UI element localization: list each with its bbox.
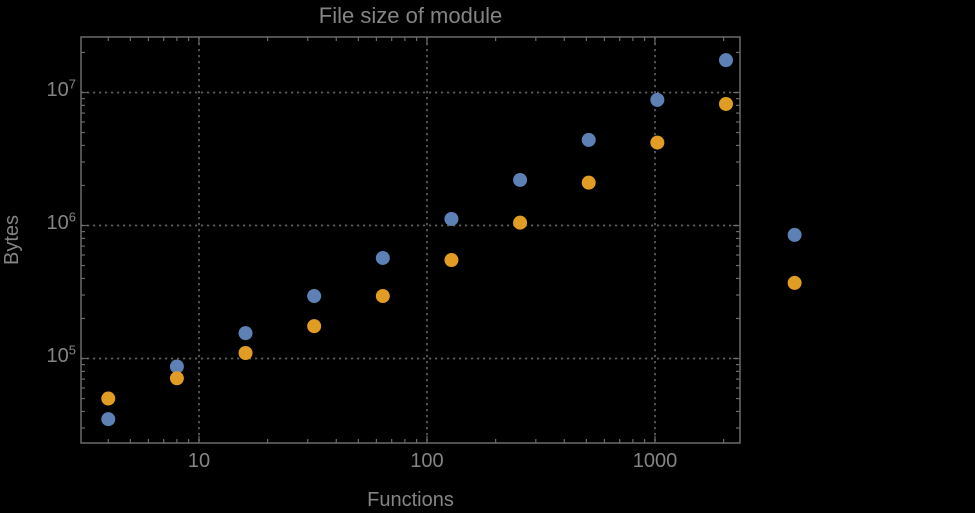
data-point-orange — [787, 275, 802, 290]
data-point-blue — [650, 92, 665, 107]
plot-frame — [80, 36, 741, 444]
data-point-blue — [581, 132, 596, 147]
x-tick-label: 1000 — [632, 450, 678, 472]
data-point-orange — [169, 371, 184, 386]
data-point-orange — [650, 135, 665, 150]
data-point-orange — [101, 391, 116, 406]
data-point-blue — [444, 211, 459, 226]
y-tick-label: 106 — [46, 208, 76, 234]
data-point-orange — [513, 215, 528, 230]
data-point-orange — [718, 96, 733, 111]
data-point-orange — [444, 253, 459, 268]
x-tick-label: 10 — [187, 450, 211, 472]
data-point-orange — [375, 289, 390, 304]
data-point-blue — [718, 53, 733, 68]
data-point-orange — [307, 319, 322, 334]
data-point-orange — [581, 175, 596, 190]
x-tick-label: 100 — [410, 450, 444, 472]
data-point-blue — [307, 289, 322, 304]
data-point-blue — [375, 250, 390, 265]
y-axis-label: Bytes — [1, 214, 23, 266]
x-axis-label: Functions — [367, 489, 454, 511]
data-point-blue — [513, 172, 528, 187]
y-tick-label: 105 — [46, 341, 76, 367]
data-point-blue — [169, 359, 184, 374]
chart-title: File size of module — [318, 3, 503, 28]
y-tick-label: 107 — [46, 75, 76, 101]
data-point-orange — [238, 345, 253, 360]
data-point-blue — [238, 326, 253, 341]
data-point-blue — [101, 412, 116, 427]
data-point-blue — [787, 227, 802, 242]
